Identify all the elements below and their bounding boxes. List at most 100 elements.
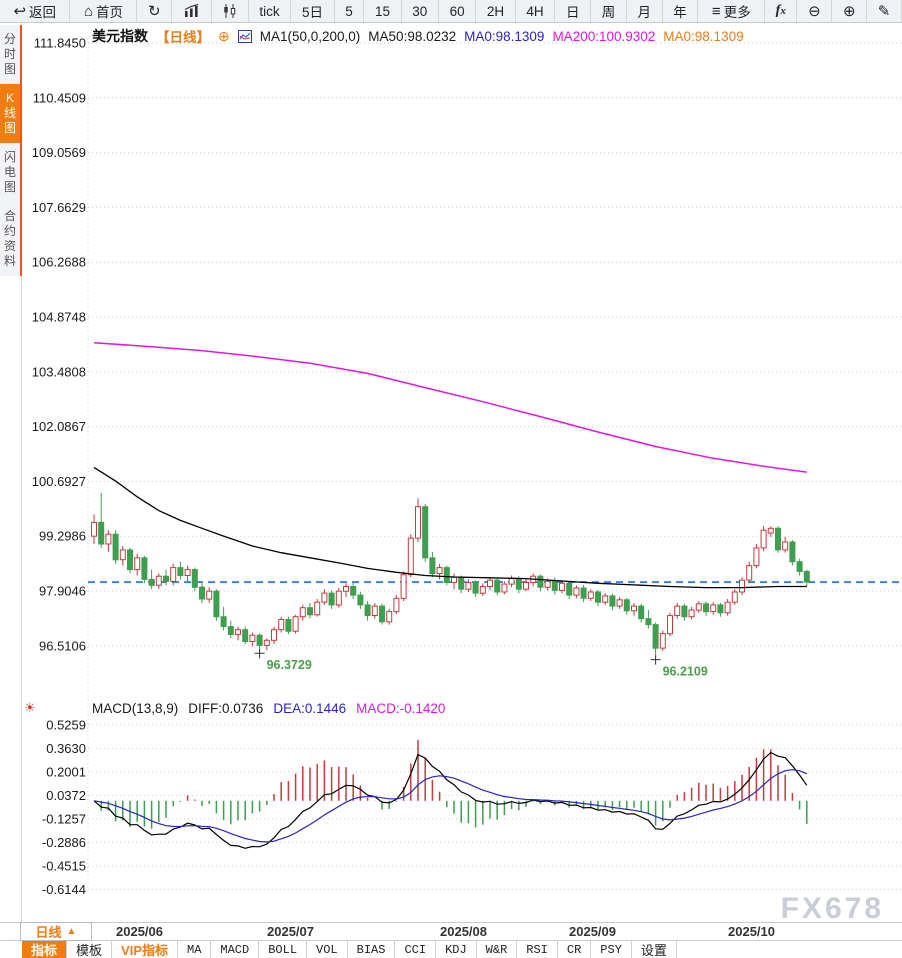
tab-template[interactable]: 模板 bbox=[67, 941, 113, 958]
toolbar-volume-bars[interactable] bbox=[172, 0, 212, 22]
toolbar-month[interactable]: 月 bbox=[627, 0, 663, 22]
toolbar-month-label: 月 bbox=[637, 5, 651, 20]
refresh-icon: ↻ bbox=[148, 2, 161, 20]
triangle-up-icon: ▲ bbox=[66, 926, 77, 937]
toolbar-more-label: 更多 bbox=[723, 5, 751, 20]
toolbar-fx[interactable]: fx bbox=[765, 0, 798, 22]
back-arrow-icon: ↩ bbox=[13, 2, 27, 20]
svg-text:107.6629: 107.6629 bbox=[32, 200, 86, 215]
period-selector-label: 日线 bbox=[35, 925, 62, 940]
toolbar-draw[interactable]: ✎ bbox=[867, 0, 902, 22]
toolbar-m60-label: 60 bbox=[449, 3, 465, 19]
toolbar-day-label: 日 bbox=[565, 5, 580, 20]
tab-vol[interactable]: VOL bbox=[307, 941, 348, 958]
tab-wr[interactable]: W&R bbox=[477, 941, 518, 958]
toolbar-home-label: 首页 bbox=[95, 5, 123, 20]
sidebar-item-lightning[interactable]: 闪电图 bbox=[3, 150, 16, 194]
svg-text:96.5106: 96.5106 bbox=[39, 638, 86, 653]
chart-region: 111.8450 110.4509 109.0569 107.6629 106.2688… bbox=[22, 23, 902, 922]
toolbar-home[interactable]: ⌂ 首页 bbox=[70, 0, 138, 22]
svg-text:104.8748: 104.8748 bbox=[32, 310, 86, 325]
tab-cr[interactable]: CR bbox=[558, 941, 592, 958]
tab-indicator[interactable]: 指标 bbox=[22, 941, 68, 958]
svg-text:99.2986: 99.2986 bbox=[39, 529, 86, 544]
toolbar-m15[interactable]: 15 bbox=[364, 0, 402, 22]
tab-vip-indicator[interactable]: VIP指标 bbox=[112, 941, 178, 958]
indicator-tabs-bar: 指标 模板 VIP指标 MA MACD BOLL VOL BIAS CCI KDJ W&R RSI CR… bbox=[0, 940, 902, 958]
sidebar-item-time-share[interactable]: 分时图 bbox=[3, 32, 16, 76]
tab-bias[interactable]: BIAS bbox=[348, 941, 396, 958]
svg-text:110.4509: 110.4509 bbox=[33, 90, 86, 105]
sidebar-item-contract-info[interactable]: 合约资料 bbox=[3, 209, 16, 268]
toolbar-back-label: 返回 bbox=[29, 5, 57, 20]
chart-header: 美元指数 【日线】 ⊕ MA1(50,0,200,0) MA50:98.0232… bbox=[92, 26, 744, 46]
period-label: 【日线】 bbox=[156, 30, 210, 45]
toolbar-5d[interactable]: 5日 bbox=[291, 0, 335, 22]
toolbar-m15-label: 15 bbox=[375, 3, 391, 19]
toolbar-refresh[interactable]: ↻ bbox=[137, 0, 173, 22]
svg-text:0.2001: 0.2001 bbox=[46, 764, 86, 779]
toolbar-candle-chart[interactable] bbox=[212, 0, 249, 22]
toolbar-zoom-out[interactable]: ⊖ bbox=[797, 0, 833, 22]
x-axis-label: 2025/07 bbox=[267, 924, 314, 939]
tab-boll[interactable]: BOLL bbox=[259, 941, 308, 958]
tab-settings[interactable]: 设置 bbox=[632, 941, 677, 958]
circle-plus-icon[interactable]: ⊕ bbox=[218, 28, 230, 44]
tab-psy[interactable]: PSY bbox=[591, 941, 632, 958]
svg-text:100.6927: 100.6927 bbox=[32, 474, 86, 489]
toolbar-m30[interactable]: 30 bbox=[402, 0, 439, 22]
macd-title: MACD(13,8,9) bbox=[92, 701, 179, 716]
macd-diff-value: DIFF:0.0736 bbox=[188, 701, 264, 716]
fx-formula-icon: fx bbox=[775, 3, 786, 18]
bar-chart-icon bbox=[183, 4, 200, 18]
price-macd-chart[interactable]: 111.8450 110.4509 109.0569 107.6629 106.2688… bbox=[22, 23, 902, 922]
zoom-out-icon: ⊖ bbox=[808, 2, 821, 20]
x-axis-label: 2025/09 bbox=[569, 924, 616, 939]
candlestick-icon bbox=[222, 4, 237, 18]
toolbar-back[interactable]: ↩ 返回 bbox=[0, 0, 71, 22]
toolbar-h2[interactable]: 2H bbox=[476, 0, 516, 22]
pencil-icon: ✎ bbox=[877, 2, 891, 20]
toolbar-m60[interactable]: 60 bbox=[439, 0, 477, 22]
toolbar-year[interactable]: 年 bbox=[663, 0, 699, 22]
tab-kdj[interactable]: KDJ bbox=[436, 941, 477, 958]
x-axis-label: 2025/06 bbox=[116, 924, 163, 939]
toolbar-m5-label: 5 bbox=[345, 3, 353, 19]
ma50-value: MA50:98.0232 bbox=[368, 28, 457, 44]
toolbar-m30-label: 30 bbox=[412, 3, 428, 19]
mini-chart-icon[interactable] bbox=[237, 29, 252, 43]
svg-text:0.5259: 0.5259 bbox=[46, 717, 86, 732]
svg-text:97.9046: 97.9046 bbox=[39, 584, 86, 599]
svg-text:96.2109: 96.2109 bbox=[663, 665, 708, 679]
ma0-value-blue: MA0:98.1309 bbox=[464, 28, 545, 44]
toolbar-more[interactable]: ≡ 更多 bbox=[698, 0, 766, 22]
macd-dea-value: DEA:0.1446 bbox=[273, 701, 347, 716]
svg-text:-0.1257: -0.1257 bbox=[42, 811, 86, 826]
toolbar-5d-label: 5日 bbox=[301, 5, 323, 20]
toolbar-h2-label: 2H bbox=[486, 3, 505, 19]
x-axis-label: 2025/10 bbox=[728, 924, 775, 939]
svg-text:-0.4515: -0.4515 bbox=[42, 858, 86, 873]
tab-ma[interactable]: MA bbox=[178, 941, 212, 958]
toolbar-m5[interactable]: 5 bbox=[335, 0, 365, 22]
toolbar-zoom-in[interactable]: ⊕ bbox=[832, 0, 868, 22]
toolbar-h4[interactable]: 4H bbox=[516, 0, 556, 22]
toolbar-day[interactable]: 日 bbox=[555, 0, 592, 22]
svg-text:-0.6144: -0.6144 bbox=[42, 882, 86, 897]
svg-text:106.2688: 106.2688 bbox=[32, 255, 86, 270]
toolbar-tick-label: tick bbox=[259, 3, 280, 19]
symbol-name: 美元指数 bbox=[92, 28, 148, 44]
zoom-in-icon: ⊕ bbox=[842, 2, 856, 20]
svg-text:111.8450: 111.8450 bbox=[34, 36, 86, 51]
toolbar-tick[interactable]: tick bbox=[249, 0, 292, 22]
indicator-hot-icon[interactable]: ☀ bbox=[24, 700, 36, 715]
tab-cci[interactable]: CCI bbox=[395, 941, 437, 958]
tab-macd[interactable]: MACD bbox=[211, 941, 260, 958]
period-selector-button[interactable]: 日线 ▲ bbox=[20, 922, 92, 941]
toolbar-week[interactable]: 周 bbox=[591, 0, 627, 22]
tab-rsi[interactable]: RSI bbox=[517, 941, 558, 958]
x-axis-strip: 日线 ▲ 2025/06 2025/07 2025/08 2025/09 2025/10 bbox=[0, 922, 902, 941]
